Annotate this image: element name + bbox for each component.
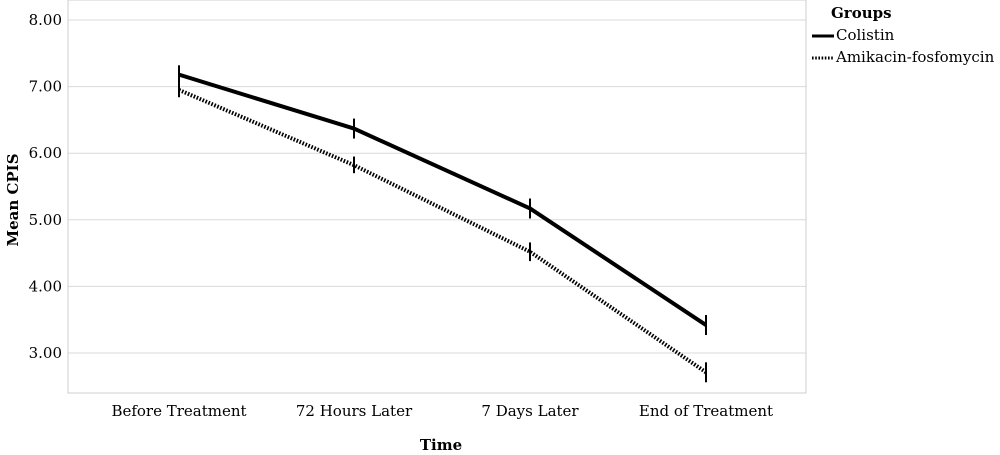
y-tick-label: 5.00 — [29, 211, 62, 229]
series-line — [178, 72, 708, 327]
y-tick-label: 6.00 — [29, 144, 62, 162]
series-1 — [178, 65, 708, 336]
x-tick-label: 7 Days Later — [481, 402, 579, 420]
x-tick-label: Before Treatment — [111, 402, 246, 420]
legend-label: Colistin — [836, 26, 895, 44]
x-axis-title: Time — [420, 436, 462, 454]
y-axis-title: Mean CPIS — [4, 153, 22, 246]
legend-title: Groups — [831, 4, 892, 22]
y-tick-label: 7.00 — [29, 78, 62, 96]
y-tick-label: 8.00 — [29, 11, 62, 29]
series — [178, 65, 708, 383]
y-axis-ticks: 3.00 4.00 5.00 6.00 7.00 8.00 — [29, 11, 62, 362]
x-tick-label: End of Treatment — [639, 402, 773, 420]
legend: Groups Colistin Amikacin-fosfomycin — [812, 4, 995, 66]
x-tick-label: 72 Hours Later — [296, 402, 413, 420]
plot-frame — [67, 0, 807, 394]
gridlines — [68, 19, 806, 354]
x-axis-ticks: Before Treatment 72 Hours Later 7 Days Lat… — [111, 402, 773, 420]
legend-label: Amikacin-fosfomycin — [835, 48, 995, 66]
y-tick-label: 4.00 — [29, 277, 62, 295]
series-line — [178, 88, 708, 374]
series-2 — [178, 82, 708, 383]
y-tick-label: 3.00 — [29, 344, 62, 362]
